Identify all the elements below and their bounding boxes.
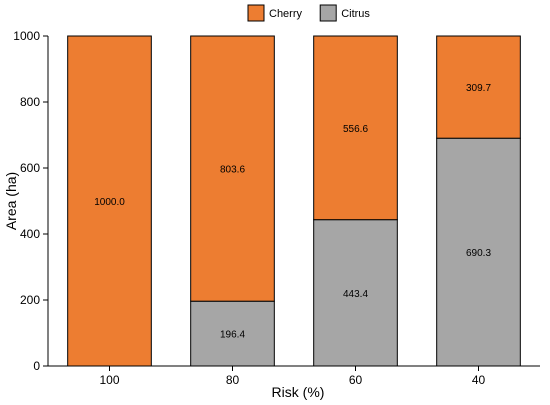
y-tick-label: 800 (20, 95, 40, 109)
data-label: 1000.0 (94, 197, 125, 208)
data-label: 309.7 (466, 83, 491, 94)
bar-cherry-100 (67, 35, 152, 367)
x-tick-label: 100 (99, 373, 119, 387)
bar-citrus-80 (190, 300, 275, 367)
bar-cherry-40 (436, 35, 521, 139)
x-tick-label: 40 (472, 373, 486, 387)
y-tick-label: 400 (20, 227, 40, 241)
legend-label-citrus: Citrus (341, 8, 370, 20)
data-label: 690.3 (466, 248, 491, 259)
y-tick-label: 200 (20, 293, 40, 307)
y-tick-label: 0 (33, 359, 40, 373)
legend-swatch-citrus (319, 4, 337, 22)
x-tick-label: 60 (349, 373, 363, 387)
bar-cherry-60 (313, 35, 398, 221)
data-label: 196.4 (220, 330, 245, 341)
bar-citrus-60 (313, 219, 398, 367)
x-tick-label: 80 (226, 373, 240, 387)
legend-swatch-cherry (247, 4, 265, 22)
y-tick-label: 1000 (13, 29, 40, 43)
y-tick-label: 600 (20, 161, 40, 175)
data-label: 443.4 (343, 289, 368, 300)
legend-label-cherry: Cherry (269, 8, 303, 20)
bars: 1000.0 196.4 803.6 443.4 556.6 690.3 309.7 (67, 35, 521, 367)
legend: Cherry Citrus (247, 4, 370, 22)
data-label: 556.6 (343, 124, 368, 135)
bar-cherry-80 (190, 35, 275, 302)
bar-citrus-40 (436, 137, 521, 367)
y-axis-title: Area (ha) (3, 172, 19, 230)
axes: 0 200 400 600 800 1000 100 80 60 40 (13, 29, 540, 387)
x-axis-title: Risk (%) (272, 384, 325, 400)
data-label: 803.6 (220, 165, 245, 176)
